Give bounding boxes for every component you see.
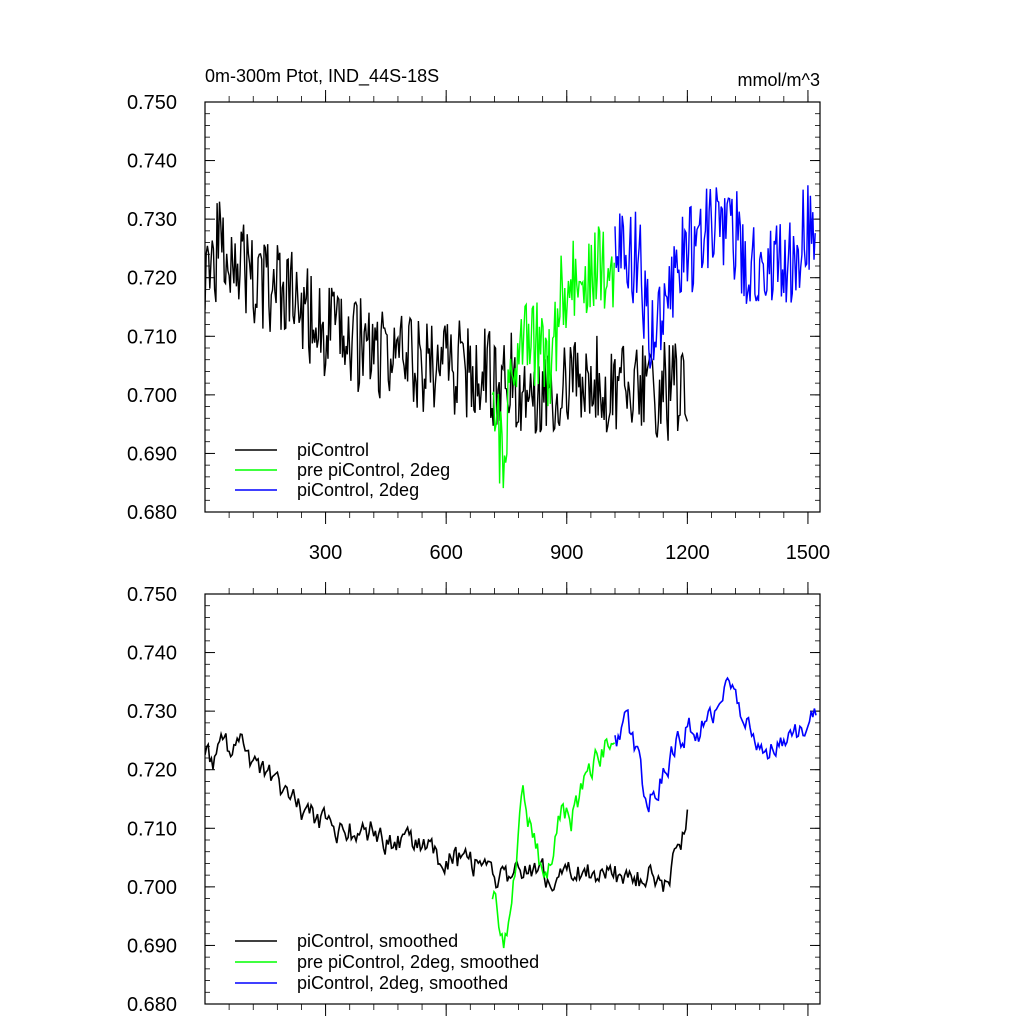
- y-tick-label: 0.680: [127, 502, 177, 524]
- y-tick-label: 0.690: [127, 935, 177, 957]
- y-tick-label: 0.720: [127, 268, 177, 290]
- bottom-chart-panel: 0.680 0.690 0.700 0.710 0.720 0.730 0.740 0.750…: [127, 582, 821, 1016]
- plot-frame: [204, 593, 821, 1005]
- y-tick-label: 0.710: [127, 326, 177, 348]
- x-tick-label: 300: [309, 542, 342, 564]
- legend-label: piControl, 2deg: [297, 480, 419, 500]
- y-tick-label: 0.700: [127, 877, 177, 899]
- top-chart-panel: 0.680 0.690 0.700 0.710 0.720 0.730 0.740 0.750…: [127, 90, 830, 564]
- y-tick-label: 0.710: [127, 818, 177, 840]
- series-line-2: [614, 185, 816, 369]
- y-tick-label: 0.680: [127, 994, 177, 1016]
- series-line-1: [491, 226, 615, 489]
- y-tick-label: 0.740: [127, 151, 177, 173]
- y-tick-label: 0.740: [127, 643, 177, 665]
- legend-label: piControl, smoothed: [297, 931, 458, 951]
- x-tick-label: 600: [429, 542, 462, 564]
- legend-label: piControl: [297, 440, 369, 460]
- x-tick-label: 1200: [665, 542, 710, 564]
- legend-label: piControl, 2deg, smoothed: [297, 973, 508, 993]
- series-line-1: [491, 737, 616, 949]
- x-tick-label: 1500: [786, 542, 831, 564]
- y-tick-label: 0.750: [127, 92, 177, 114]
- chart-title: 0m-300m Ptot, IND_44S-18S: [205, 66, 439, 87]
- x-tick-label: 900: [550, 542, 583, 564]
- y-tick-label: 0.730: [127, 209, 177, 231]
- chart-units: mmol/m^3: [738, 70, 820, 90]
- legend-label: pre piControl, 2deg: [297, 460, 450, 480]
- series-line-2: [614, 676, 817, 813]
- series-line-0: [205, 201, 689, 441]
- y-tick-label: 0.700: [127, 385, 177, 407]
- series-line-0: [205, 730, 689, 892]
- y-tick-label: 0.730: [127, 701, 177, 723]
- y-tick-label: 0.720: [127, 760, 177, 782]
- y-tick-label: 0.690: [127, 443, 177, 465]
- legend-label: pre piControl, 2deg, smoothed: [297, 952, 539, 972]
- y-tick-label: 0.750: [127, 584, 177, 606]
